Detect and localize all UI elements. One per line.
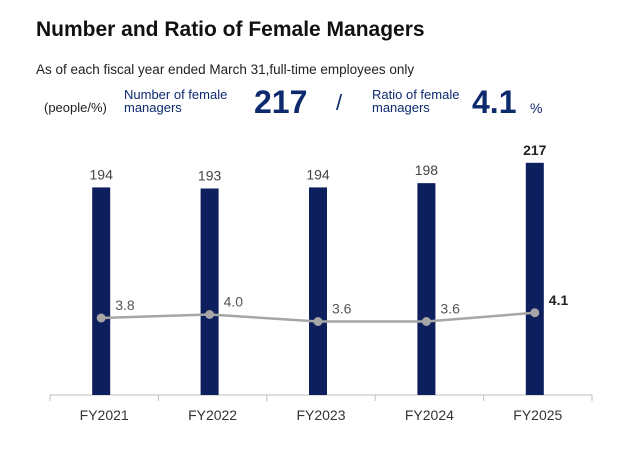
bar-female-managers [309, 187, 327, 395]
female-managers-ratio-label: Ratio of female managers [372, 87, 460, 115]
ratio-value-label: 3.8 [115, 297, 135, 313]
bar-value-label: 193 [198, 167, 222, 183]
ratio-value-label: 3.6 [332, 301, 352, 317]
bar-female-managers [417, 183, 436, 395]
x-tick-label: FY2021 [80, 407, 129, 423]
female-managers-ratio-value: 4.1 [472, 84, 517, 120]
ratio-value-label: 4.1 [549, 292, 569, 308]
x-tick-label: FY2022 [188, 407, 237, 423]
bar-value-label: 194 [90, 166, 114, 182]
female-managers-count-value: 217 [254, 84, 308, 120]
ratio-point [421, 317, 431, 326]
chart-subtitle: As of each fiscal year ended March 31,fu… [36, 62, 415, 77]
bar-female-managers [200, 188, 219, 395]
ratio-point [530, 308, 540, 318]
ratio-value-label: 4.0 [224, 294, 244, 310]
ratio-point [205, 310, 215, 319]
x-tick-label: FY2023 [296, 407, 345, 423]
ratio-point [313, 317, 323, 326]
kpi-separator: / [336, 90, 343, 115]
unit-label: (people/%) [44, 100, 107, 115]
ratio-point [96, 313, 106, 323]
chart-title: Number and Ratio of Female Managers [36, 18, 425, 41]
bar-female-managers [525, 162, 544, 395]
x-tick-label: FY2024 [405, 407, 454, 423]
bar-value-label: 194 [306, 166, 330, 182]
ratio-value-label: 3.6 [440, 301, 460, 317]
bar-value-label: 217 [523, 142, 547, 158]
ratio-percent-unit: % [530, 100, 543, 116]
bar-female-managers [92, 187, 111, 395]
bar-value-label: 198 [415, 162, 439, 178]
x-tick-label: FY2025 [513, 407, 562, 423]
female-managers-count-label: Number of female managers [124, 87, 228, 115]
